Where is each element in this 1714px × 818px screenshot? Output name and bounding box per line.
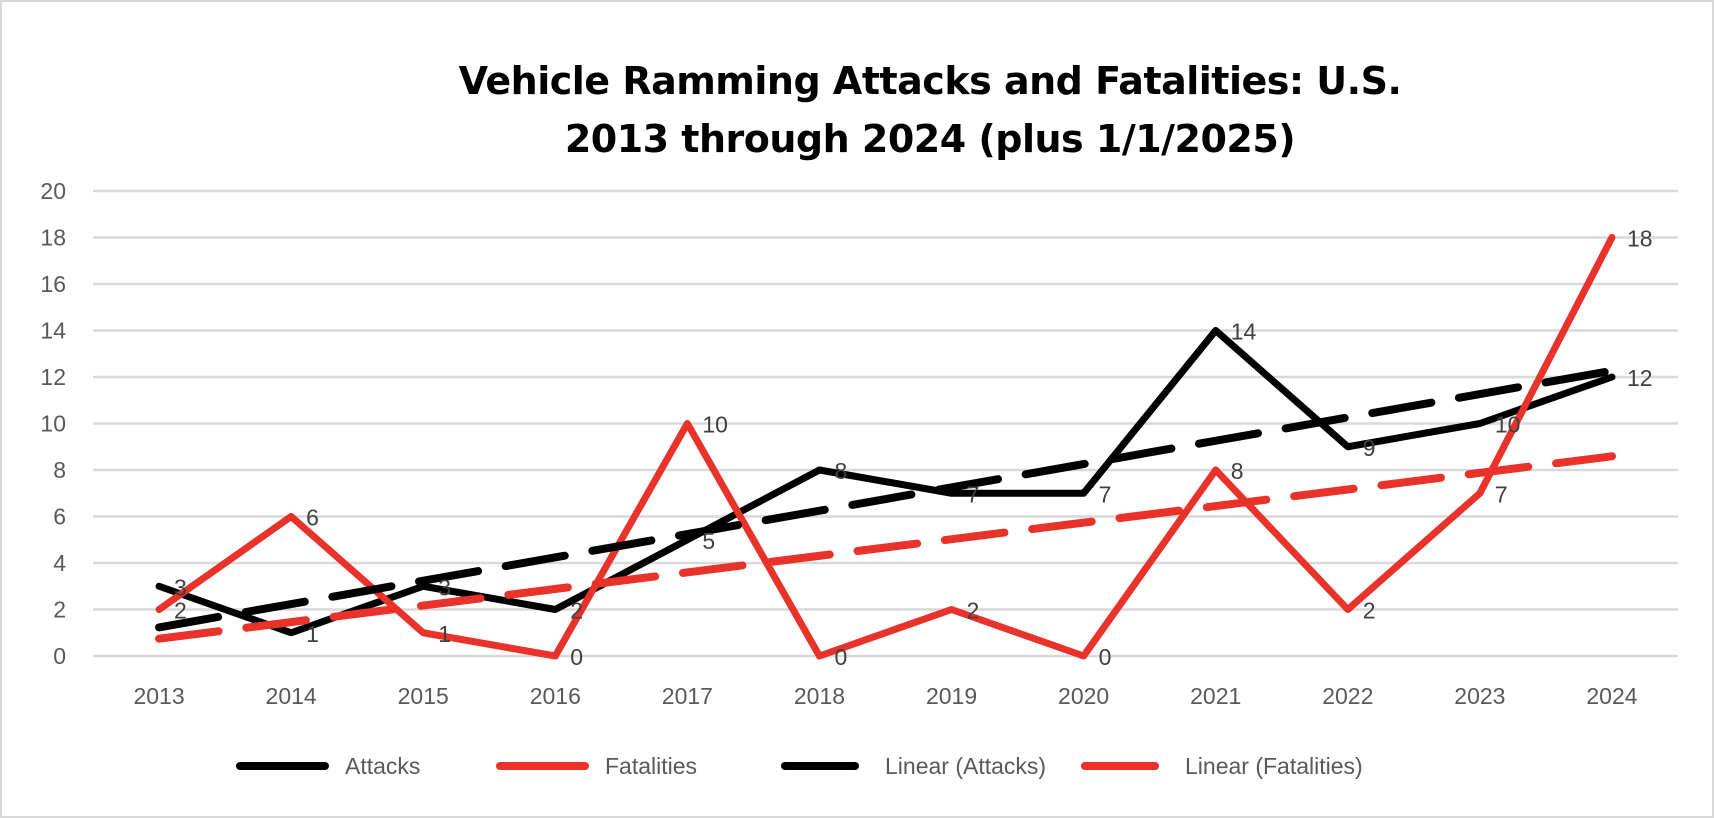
data-label-fatalities: 18 [1627, 226, 1653, 252]
legend-label: Linear (Fatalities) [1185, 753, 1363, 779]
data-label-fatalities: 0 [570, 644, 583, 670]
data-label-attacks: 12 [1627, 365, 1653, 391]
trendline-fatalities [155, 452, 1616, 643]
x-tick-label: 2019 [926, 683, 977, 709]
y-tick-label: 8 [53, 457, 66, 483]
x-tick-label: 2016 [530, 683, 581, 709]
data-label-fatalities: 6 [306, 505, 319, 531]
x-tick-label: 2015 [398, 683, 449, 709]
data-label-fatalities: 2 [174, 598, 187, 624]
data-label-fatalities: 7 [1495, 481, 1508, 507]
data-label-fatalities: 2 [967, 598, 980, 624]
data-label-fatalities: 1 [438, 621, 451, 647]
y-tick-label: 18 [40, 225, 66, 251]
y-tick-label: 0 [53, 643, 66, 669]
y-tick-label: 12 [40, 364, 66, 390]
series-line-attacks [155, 327, 1616, 637]
chart-title-line-1: Vehicle Ramming Attacks and Fatalities: … [458, 59, 1402, 103]
data-label-attacks: 7 [1099, 481, 1112, 507]
data-label-attacks: 9 [1363, 435, 1376, 461]
legend-label: Linear (Attacks) [885, 753, 1046, 779]
data-label-attacks: 5 [702, 528, 715, 554]
x-tick-label: 2023 [1454, 683, 1505, 709]
data-label-attacks: 8 [834, 458, 847, 484]
data-label-fatalities: 8 [1231, 458, 1244, 484]
x-tick-label: 2017 [662, 683, 713, 709]
y-tick-label: 10 [40, 411, 66, 437]
legend-label: Attacks [345, 753, 420, 779]
y-tick-label: 14 [40, 318, 66, 344]
x-tick-label: 2014 [266, 683, 317, 709]
data-label-attacks: 10 [1495, 412, 1521, 438]
data-label-attacks: 1 [306, 621, 319, 647]
x-tick-label: 2018 [794, 683, 845, 709]
data-label-attacks: 3 [438, 574, 451, 600]
y-tick-label: 2 [53, 597, 66, 623]
data-label-fatalities: 0 [1099, 644, 1112, 670]
data-label-attacks: 14 [1231, 319, 1257, 345]
data-label-fatalities: 10 [702, 412, 728, 438]
series-line-fatalities [155, 234, 1616, 660]
trendline-attacks [155, 366, 1616, 632]
chart-title: Vehicle Ramming Attacks and Fatalities: … [330, 52, 1530, 168]
chart-title-line-2: 2013 through 2024 (plus 1/1/2025) [564, 117, 1296, 161]
data-label-attacks: 7 [967, 481, 980, 507]
x-tick-label: 2013 [133, 683, 184, 709]
x-tick-label: 2020 [1058, 683, 1109, 709]
x-tick-label: 2021 [1190, 683, 1241, 709]
y-tick-label: 20 [40, 178, 66, 204]
legend-label: Fatalities [605, 753, 697, 779]
data-label-fatalities: 2 [1363, 598, 1376, 624]
y-tick-label: 6 [53, 504, 66, 530]
y-tick-label: 4 [53, 550, 66, 576]
x-tick-label: 2022 [1322, 683, 1373, 709]
x-tick-label: 2024 [1586, 683, 1637, 709]
data-label-attacks: 3 [174, 574, 187, 600]
data-label-fatalities: 0 [834, 644, 847, 670]
y-tick-label: 16 [40, 271, 66, 297]
data-label-attacks: 2 [570, 598, 583, 624]
